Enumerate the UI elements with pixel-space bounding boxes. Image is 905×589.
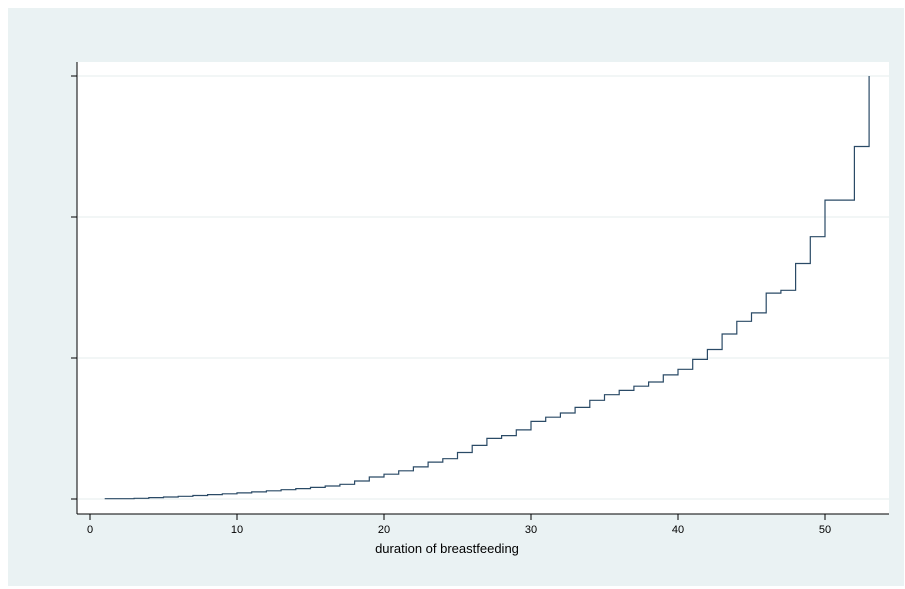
x-tick-label-3: 30 xyxy=(525,524,537,536)
x-tick-label-1: 10 xyxy=(231,524,243,536)
x-tick-label-2: 20 xyxy=(378,524,390,536)
axis-ticks: 0 10 20 30 40 50 xyxy=(71,75,831,536)
step-chart: 0 10 20 30 40 50 duration of breastfeeding xyxy=(71,62,889,556)
x-tick-label-4: 40 xyxy=(672,524,684,536)
plot-area xyxy=(77,62,889,514)
x-tick-label-5: 50 xyxy=(819,524,831,536)
chart-background: 0 10 20 30 40 50 duration of breastfeeding xyxy=(8,8,904,586)
series-line xyxy=(104,76,870,500)
x-axis-title: duration of breastfeeding xyxy=(375,541,519,556)
grid-lines xyxy=(78,75,889,500)
x-tick-label-0: 0 xyxy=(87,524,93,536)
